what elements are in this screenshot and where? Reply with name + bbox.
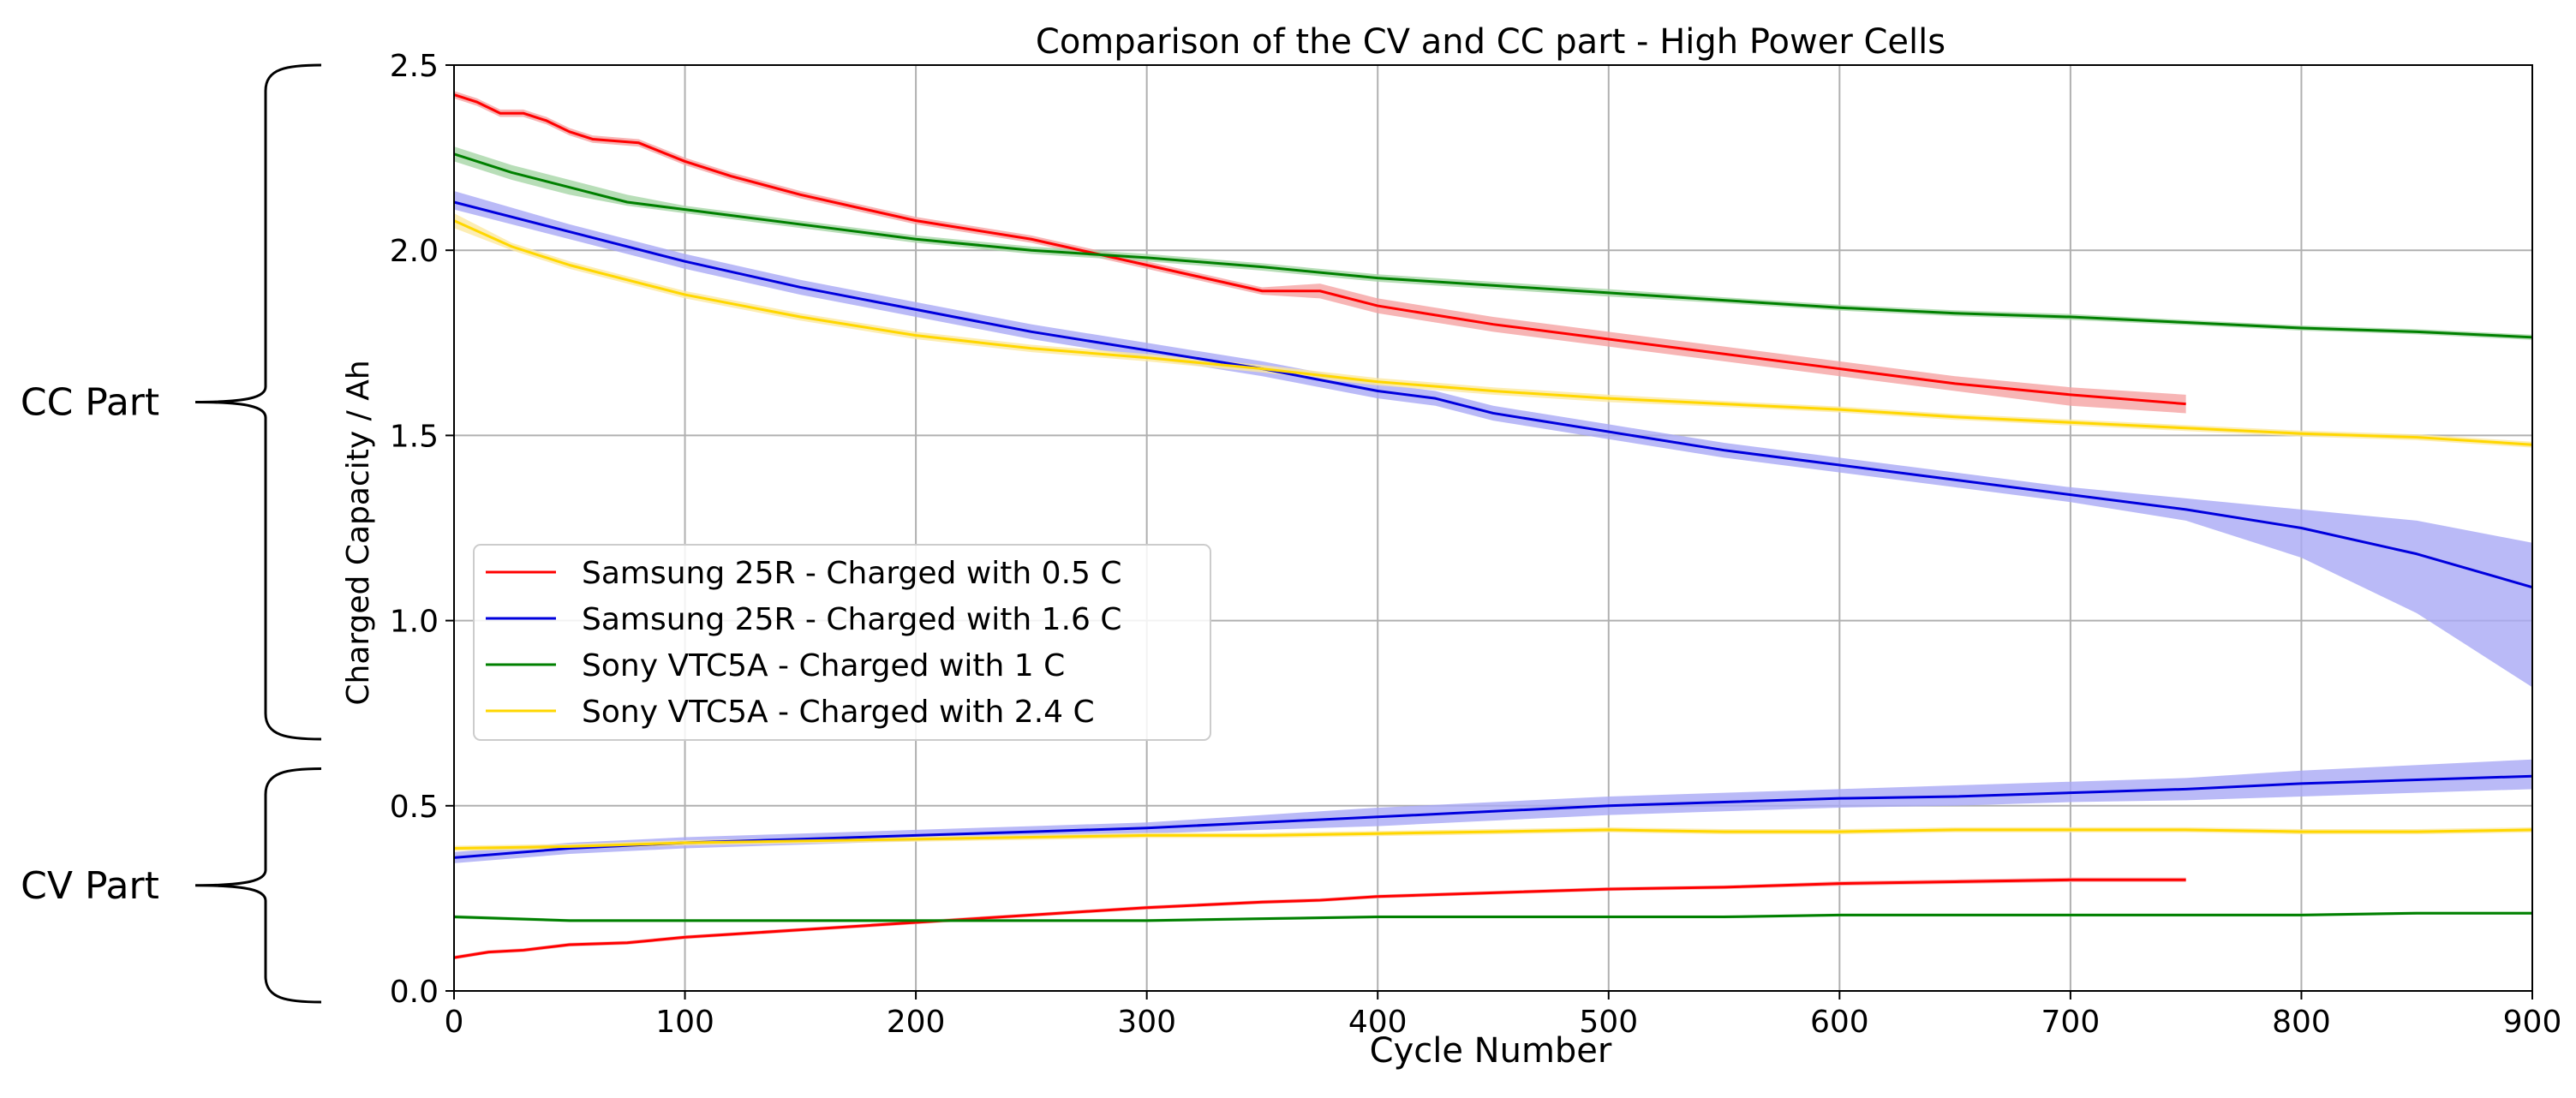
chart-title: Comparison of the CV and CC part - High …: [1036, 22, 1945, 62]
legend-label: Sony VTC5A - Charged with 2.4 C: [582, 695, 1095, 730]
series-line: [453, 911, 2532, 922]
x-axis-label: Cycle Number: [1370, 1031, 1612, 1071]
y-tick-label: 1.0: [390, 605, 439, 640]
x-tick-label: 200: [887, 1005, 946, 1040]
series-lines: [453, 93, 2533, 959]
x-tick-label: 600: [1810, 1005, 1869, 1040]
y-tick-label: 1.5: [390, 419, 439, 454]
series-line: [453, 219, 2533, 446]
x-tick-label: 0: [445, 1005, 464, 1040]
side-annotations: CC Part CV Part: [21, 63, 322, 1004]
series-line: [453, 152, 2533, 339]
brace-label: CC Part: [21, 380, 159, 424]
series-line: [453, 200, 2533, 589]
legend-box: [473, 544, 1211, 741]
curly-brace: [194, 63, 322, 741]
y-tick-label: 0.5: [390, 790, 439, 825]
x-tick-label: 700: [2041, 1005, 2101, 1040]
curly-brace: [194, 767, 322, 1004]
plot-frame: [453, 64, 2533, 992]
series-line: [453, 774, 2533, 859]
x-tick-label: 800: [2272, 1005, 2331, 1040]
series-line: [453, 828, 2533, 850]
y-tick-label: 0.0: [390, 975, 439, 1010]
legend-label: Samsung 25R - Charged with 1.6 C: [582, 602, 1122, 637]
y-tick-label: 2.0: [390, 234, 439, 269]
series-line: [453, 878, 2186, 959]
x-tick-label: 400: [1348, 1005, 1408, 1040]
x-tick-label: 100: [655, 1005, 714, 1040]
confidence-band: [454, 191, 2532, 688]
legend: Samsung 25R - Charged with 0.5 C Samsung …: [473, 544, 1211, 741]
y-tick-label: 2.5: [390, 49, 439, 84]
x-tick-label: 300: [1117, 1005, 1176, 1040]
brace-label: CV Part: [21, 864, 159, 908]
legend-label: Sony VTC5A - Charged with 1 C: [582, 648, 1065, 683]
x-tick-label: 900: [2503, 1005, 2562, 1040]
y-axis-label: Charged Capacity / Ah: [341, 360, 376, 705]
series-line: [453, 93, 2186, 406]
x-tick-label: 500: [1579, 1005, 1638, 1040]
confidence-band: [454, 212, 2532, 448]
legend-label: Samsung 25R - Charged with 0.5 C: [582, 556, 1122, 591]
axis-ticks: 0 100 200 300 400 500 600 700 800 900 0.0 0.5 1.0 1.5…: [390, 49, 2562, 1040]
